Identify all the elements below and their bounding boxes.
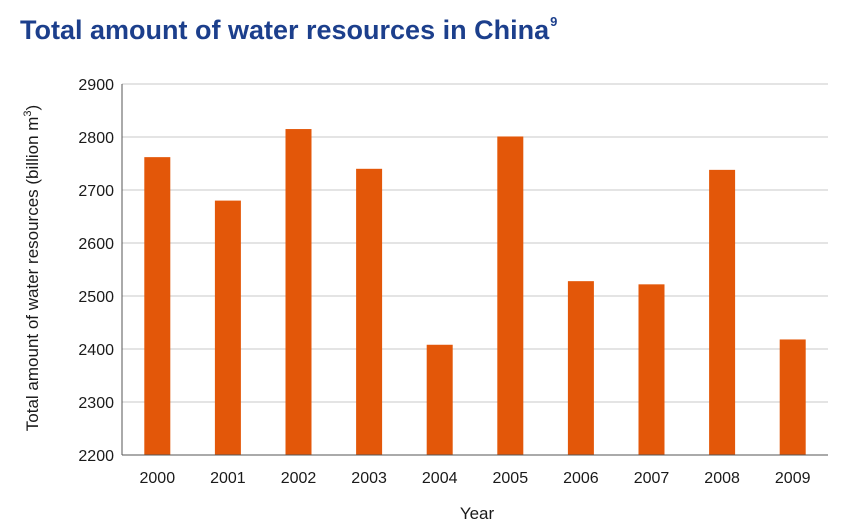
- chart-title: Total amount of water resources in China…: [20, 14, 557, 46]
- y-axis-title-exponent: 3: [22, 110, 34, 116]
- bar: [356, 168, 383, 456]
- y-axis-title-text: Total amount of water resources (billion…: [23, 117, 42, 432]
- bar: [567, 281, 594, 455]
- y-axis-title: Total amount of water resources (billion…: [22, 105, 42, 431]
- chart-title-footnote: 9: [550, 14, 558, 29]
- y-axis-title-close: ): [23, 105, 42, 111]
- x-tick-label: 2004: [422, 470, 458, 487]
- bar: [144, 157, 171, 455]
- x-tick-label: 2006: [563, 470, 599, 487]
- y-tick-label: 2300: [78, 395, 114, 412]
- x-axis-title: Year: [460, 504, 495, 523]
- x-tick-label: 2008: [704, 470, 740, 487]
- y-tick-label: 2200: [78, 448, 114, 465]
- x-tick-label: 2009: [775, 470, 811, 487]
- y-tick-label: 2800: [78, 130, 114, 147]
- y-tick-label: 2400: [78, 342, 114, 359]
- bar: [709, 169, 736, 456]
- y-tick-label: 2600: [78, 236, 114, 253]
- x-tick-labels: 2000 2001 2002 2003 2004 2005 2006 2007 2008 2009: [140, 470, 811, 487]
- bar: [497, 136, 524, 455]
- bars: [144, 129, 806, 456]
- chart-title-text: Total amount of water resources in China: [20, 15, 550, 45]
- bar: [214, 200, 241, 455]
- x-tick-label: 2005: [493, 470, 529, 487]
- bar: [426, 344, 453, 455]
- y-tick-label: 2700: [78, 183, 114, 200]
- y-tick-label: 2500: [78, 289, 114, 306]
- axes: [121, 84, 828, 456]
- x-tick-label: 2003: [351, 470, 387, 487]
- x-tick-label: 2002: [281, 470, 317, 487]
- bar: [779, 339, 806, 455]
- y-tick-label: 2900: [78, 77, 114, 94]
- x-tick-label: 2007: [634, 470, 670, 487]
- bar: [285, 129, 312, 456]
- bar: [638, 284, 665, 455]
- y-tick-labels: 2200 2300 2400 2500 2600 2700 2800 2900: [78, 77, 114, 465]
- x-tick-label: 2000: [140, 470, 176, 487]
- x-tick-label: 2001: [210, 470, 246, 487]
